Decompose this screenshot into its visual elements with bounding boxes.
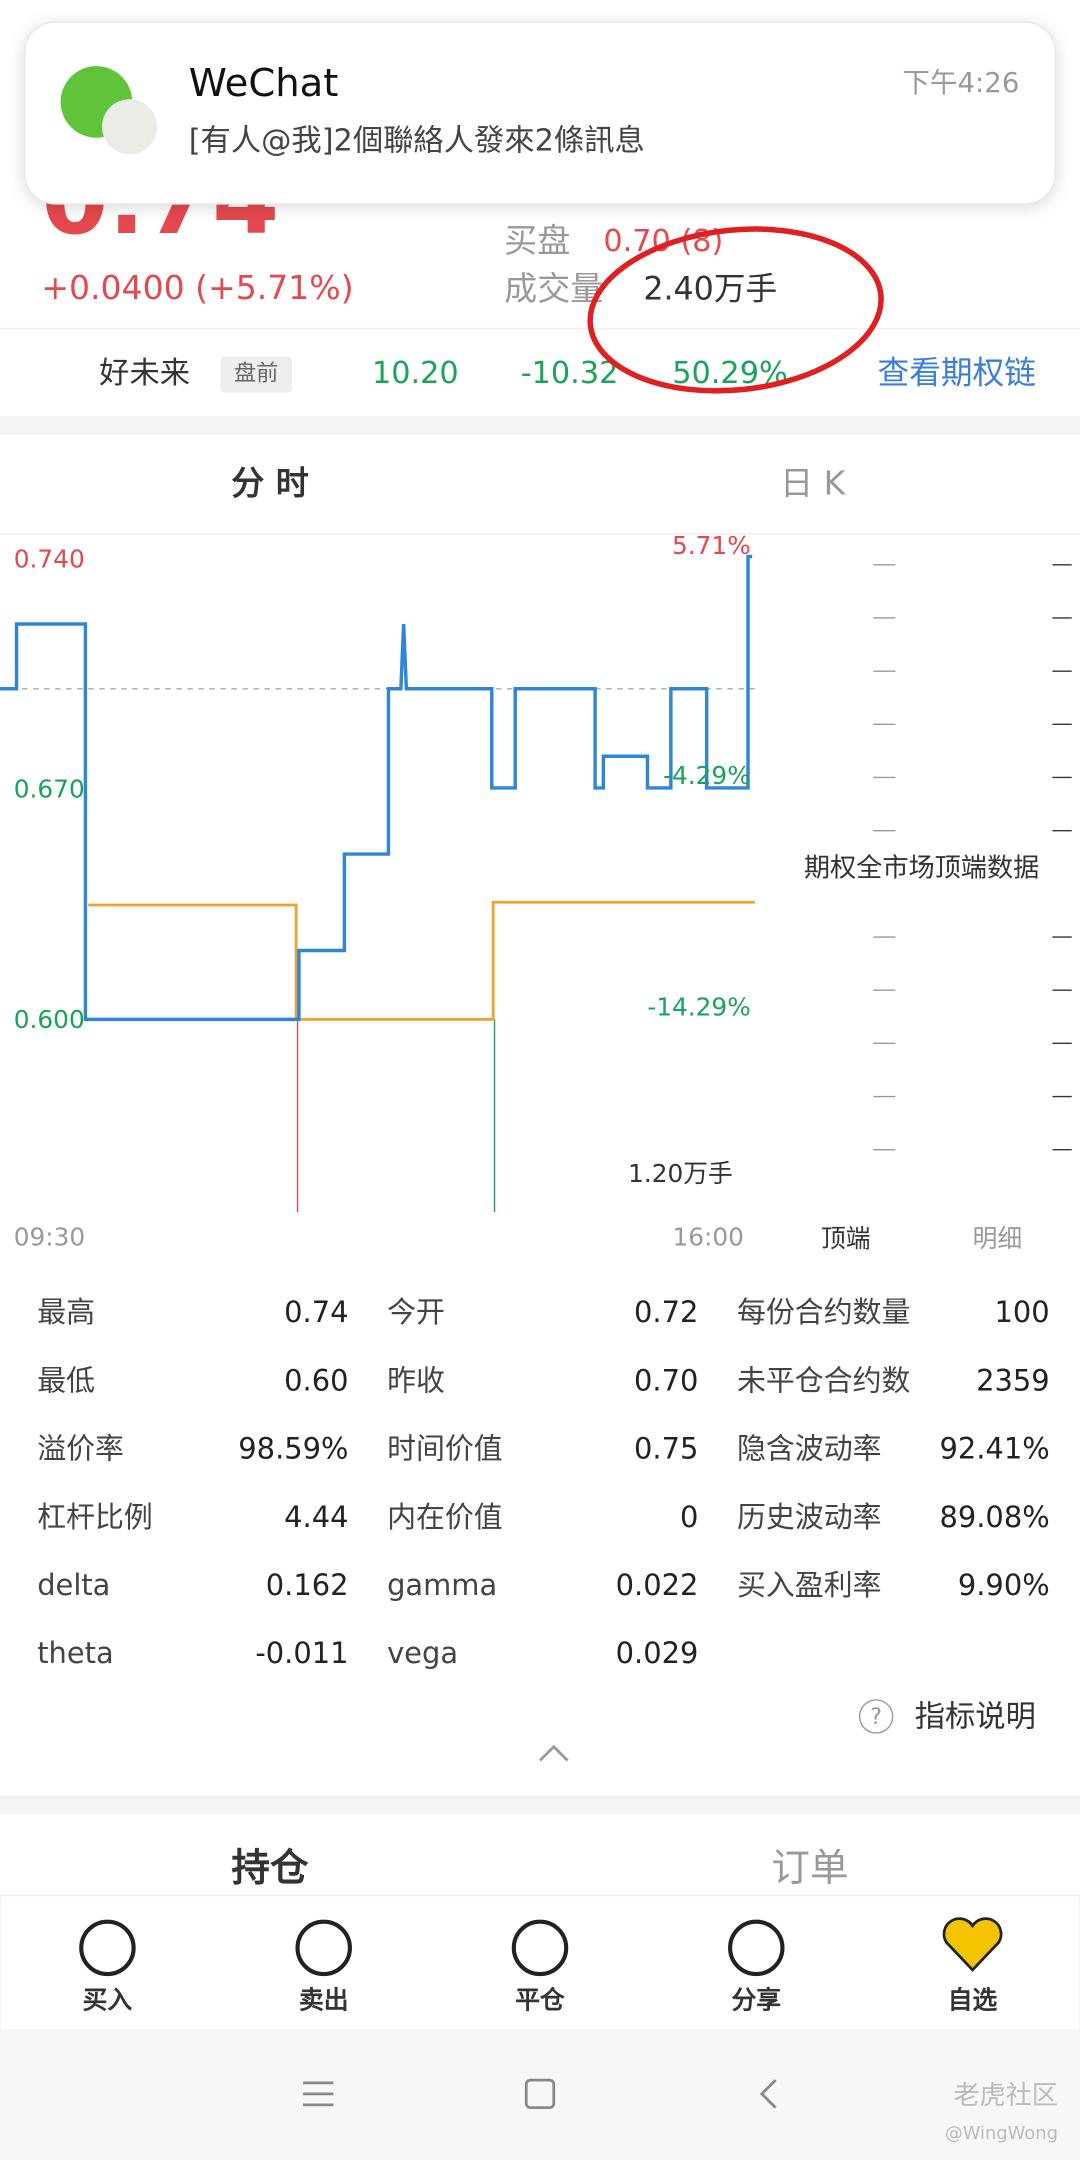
gap (0, 416, 1080, 436)
stat-value: 9.90% (958, 1568, 1050, 1602)
tab[interactable]: 日 K (780, 463, 847, 502)
time-label: 09:30 (14, 1222, 85, 1251)
tab[interactable]: 持仓 (231, 1846, 309, 1891)
toolbar-label[interactable]: 平仓 (515, 1986, 565, 2015)
stat-label: 溢价率 (37, 1432, 124, 1466)
underlying-price: 10.20 (372, 356, 459, 391)
stat-label: 时间价值 (387, 1432, 503, 1466)
axis-label: 0.670 (14, 775, 85, 804)
stat-value: 92.41% (939, 1432, 1049, 1466)
stat-label: 隐含波动率 (737, 1432, 882, 1466)
toolbar-label[interactable]: 买入 (83, 1986, 133, 2015)
notification-message: [有人@我]2個聯絡人發來2條訊息 (189, 123, 645, 158)
bid: 0.70 (8) (603, 224, 723, 259)
tab[interactable]: 订单 (771, 1846, 848, 1891)
side-tab[interactable]: 顶端 (821, 1224, 871, 1253)
stats: 最高 0.74 今开 0.72 每份合约数量 100 最低 0.60 昨收 0.70 未平仓合约数 2… (37, 1295, 1050, 1670)
volume: 2.40万手 (643, 272, 777, 308)
stat-label: delta (37, 1568, 110, 1602)
stat-label: 买入盈利率 (737, 1568, 882, 1602)
help-link[interactable]: 指标说明 (915, 1699, 1036, 1734)
toolbar-icon[interactable] (295, 1919, 352, 1977)
underlying-change: -10.32 (521, 356, 619, 391)
stat-value: -0.011 (255, 1636, 348, 1670)
nav-buttons[interactable] (303, 2078, 777, 2110)
bid-label: 买盘 (504, 221, 570, 260)
stat-value: 0.75 (634, 1432, 698, 1466)
volume-label: 1.20万手 (628, 1159, 733, 1188)
change: +0.0400 (+5.71%) (41, 268, 353, 307)
help-icon (858, 1699, 894, 1734)
stat-value: 0.72 (634, 1295, 698, 1329)
divider (0, 327, 1080, 330)
volume-label: 成交量 (504, 269, 603, 308)
notification-app: WeChat (189, 61, 339, 106)
stat-label: 未平仓合约数 (737, 1363, 911, 1397)
side-tab[interactable]: 明细 (973, 1224, 1023, 1253)
stat-label: vega (387, 1636, 458, 1670)
stat-label: theta (37, 1636, 114, 1670)
gap (0, 1794, 1080, 1815)
stat-label: 昨收 (387, 1363, 445, 1397)
watermark: 老虎社区 (953, 2081, 1058, 2111)
stat-value: 100 (995, 1295, 1050, 1329)
stat-value: 0.70 (634, 1363, 698, 1397)
stat-value: 0.022 (616, 1568, 699, 1602)
annotation-circle (587, 226, 884, 394)
stat-value: 89.08% (939, 1500, 1049, 1534)
stat-value: 0.029 (616, 1636, 699, 1670)
divider (0, 533, 1080, 535)
app-icon (101, 99, 158, 155)
stat-value: 0.162 (266, 1568, 349, 1602)
session-badge (220, 356, 293, 393)
session: 盘前 (234, 362, 278, 387)
side-title: 期权全市场顶端数据 (804, 854, 1039, 884)
toolbar-icon[interactable] (942, 1917, 1003, 1972)
option-chain-link[interactable]: 查看期权链 (878, 356, 1036, 392)
stat-label: 历史波动率 (737, 1500, 882, 1534)
side-placeholders (873, 564, 1072, 1151)
tab[interactable]: 分 时 (231, 463, 309, 502)
toolbar-icon[interactable] (79, 1919, 136, 1977)
watermark-user: @WingWong (945, 2123, 1058, 2144)
average-line (88, 900, 755, 1021)
stat-label: gamma (387, 1568, 497, 1602)
toolbar-label[interactable]: 分享 (731, 1986, 781, 2015)
axis-label: -14.29% (647, 992, 750, 1021)
toolbar-label[interactable]: 卖出 (299, 1986, 349, 2015)
stat-value: 0.74 (284, 1295, 348, 1329)
help-icon-mark: ? (870, 1705, 882, 1730)
toolbar-items: 买入 卖出 平仓 分享 自选 (79, 1917, 1003, 2015)
stat-value: 4.44 (284, 1500, 348, 1534)
toolbar-label[interactable]: 自选 (948, 1986, 998, 2015)
stat-label: 今开 (387, 1295, 445, 1329)
toolbar-icon[interactable] (511, 1919, 569, 1977)
axis-label: 0.600 (14, 1005, 85, 1034)
collapse-icon[interactable] (539, 1744, 569, 1762)
time-label: 16:00 (672, 1222, 743, 1251)
stat-label: 最高 (37, 1295, 95, 1329)
nav-bar (0, 2030, 1080, 2160)
axis-label: 0.740 (14, 545, 85, 574)
axis-label: 5.71% (672, 531, 751, 560)
stat-label: 内在价值 (387, 1500, 503, 1534)
stat-label: 每份合约数量 (737, 1295, 910, 1329)
stat-value: 2359 (976, 1363, 1050, 1397)
notification[interactable] (24, 21, 1056, 205)
axis-label: -4.29% (663, 761, 751, 790)
toolbar (0, 1894, 1080, 2032)
stat-value: 0.60 (284, 1363, 348, 1397)
stat-value: 98.59% (238, 1432, 348, 1466)
stat-label: 最低 (37, 1363, 95, 1397)
toolbar-icon[interactable] (728, 1919, 785, 1977)
underlying-name: 好未来 (99, 356, 190, 391)
price-line (0, 554, 753, 1022)
stat-value: 0 (680, 1500, 698, 1534)
stat-label: 杠杆比例 (37, 1500, 153, 1534)
notification-time: 下午4:26 (902, 67, 1019, 99)
